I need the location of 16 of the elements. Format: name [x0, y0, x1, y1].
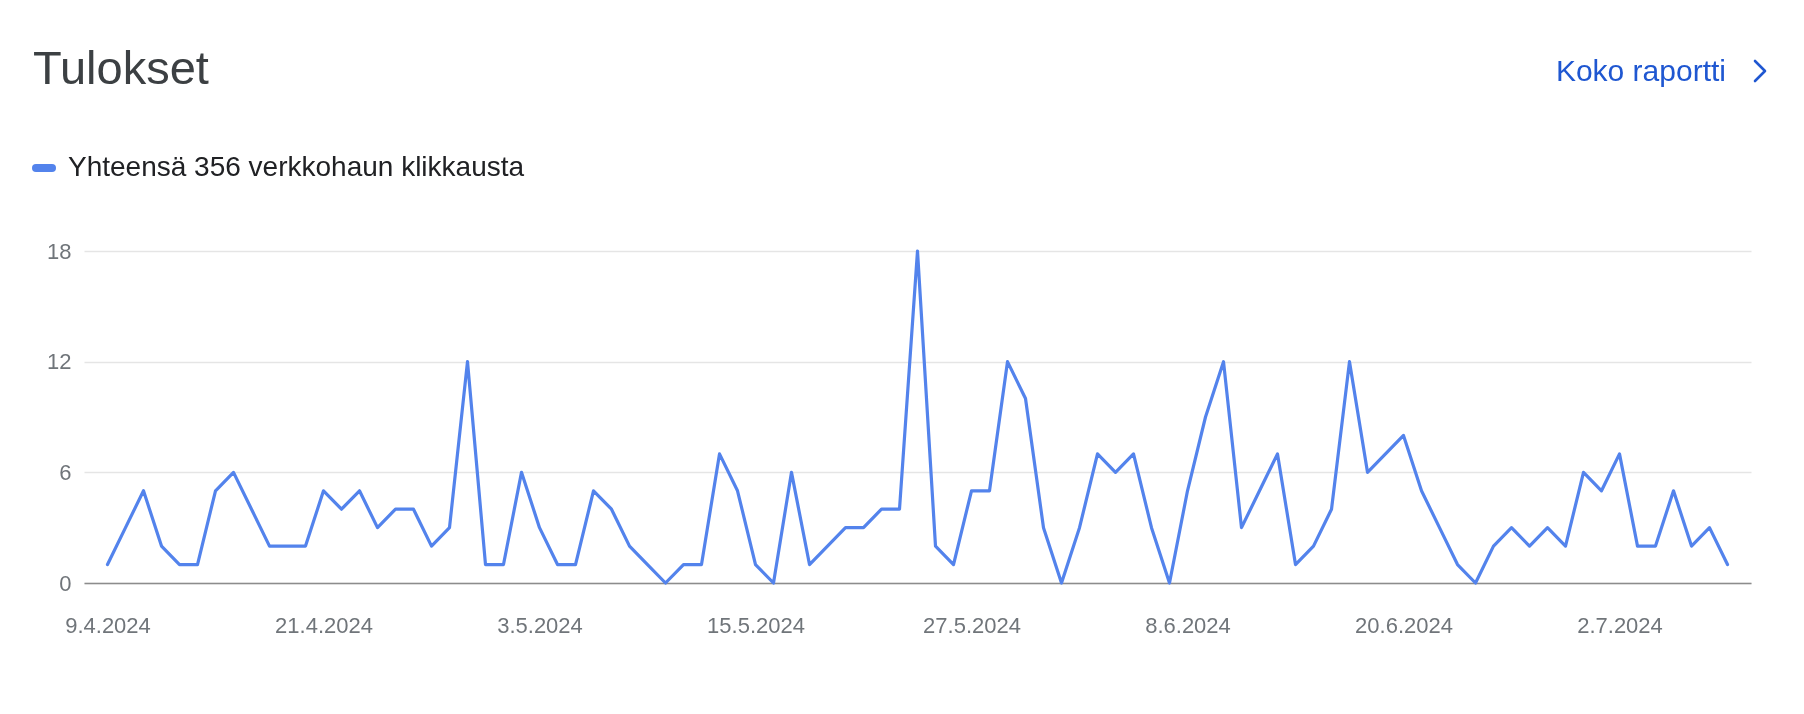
- x-tick-label: 27.5.2024: [923, 612, 1021, 638]
- x-tick-label: 3.5.2024: [497, 612, 583, 638]
- x-tick-label: 9.4.2024: [65, 612, 151, 638]
- x-tick-label: 8.6.2024: [1145, 612, 1231, 638]
- line-series: [105, 249, 1730, 585]
- x-tick-label: 20.6.2024: [1355, 612, 1453, 638]
- legend-label: Yhteensä 356 verkkohaun klikkausta: [68, 151, 525, 182]
- x-tick-label: 21.4.2024: [275, 612, 373, 638]
- x-tick-label: 15.5.2024: [707, 612, 805, 638]
- y-tick-label: 12: [47, 349, 72, 375]
- chart-title: Tulokset: [33, 41, 209, 94]
- y-tick-label: 18: [47, 238, 72, 264]
- text: Koko raportti: [1555, 54, 1726, 88]
- x-tick-label: 2.7.2024: [1577, 612, 1663, 638]
- y-tick-label: 6: [59, 459, 72, 485]
- y-tick-label: 0: [59, 570, 72, 596]
